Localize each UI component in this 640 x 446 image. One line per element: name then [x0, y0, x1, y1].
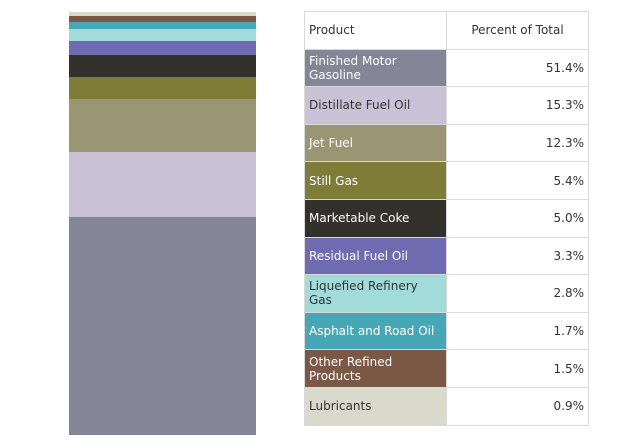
header-percent: Percent of Total — [446, 11, 589, 50]
product-cell: Still Gas — [304, 161, 447, 200]
table-row: Jet Fuel 12.3% — [304, 123, 589, 163]
table-row: Lubricants 0.9% — [304, 386, 589, 426]
percent-cell: 5.4% — [446, 161, 589, 200]
table-header-row: Product Percent of Total — [304, 11, 589, 50]
percent-cell: 2.8% — [446, 274, 589, 313]
header-product: Product — [304, 11, 447, 50]
percent-cell: 3.3% — [446, 236, 589, 276]
product-cell: Jet Fuel — [304, 123, 447, 163]
product-cell: Marketable Coke — [304, 198, 447, 238]
product-cell: Asphalt and Road Oil — [304, 311, 447, 351]
bar-segment — [69, 99, 256, 152]
product-cell: Finished Motor Gasoline — [304, 48, 447, 88]
percent-cell: 12.3% — [446, 123, 589, 163]
bar-segment — [69, 15, 256, 23]
table-row: Still Gas 5.4% — [304, 161, 589, 200]
bar-segment — [69, 12, 256, 16]
table-row: Finished Motor Gasoline 51.4% — [304, 48, 589, 88]
table-row: Marketable Coke 5.0% — [304, 198, 589, 238]
product-cell: Other Refined Products — [304, 349, 447, 388]
percent-cell: 0.9% — [446, 386, 589, 426]
product-cell: Residual Fuel Oil — [304, 236, 447, 276]
bar-segment — [69, 41, 256, 56]
product-cell: Liquefied Refinery Gas — [304, 274, 447, 313]
percent-cell: 1.7% — [446, 311, 589, 351]
bar-segment — [69, 216, 256, 435]
table-row: Residual Fuel Oil 3.3% — [304, 236, 589, 276]
product-cell: Distillate Fuel Oil — [304, 86, 447, 125]
bar-segment — [69, 22, 256, 30]
percent-cell: 1.5% — [446, 349, 589, 388]
bar-segment — [69, 76, 256, 100]
percent-cell: 51.4% — [446, 48, 589, 88]
legend-table: Product Percent of Total Finished Motor … — [304, 11, 589, 426]
bar-segment — [69, 151, 256, 217]
percent-cell: 5.0% — [446, 198, 589, 238]
bar-segment — [69, 55, 256, 77]
bar-segment — [69, 29, 256, 42]
product-cell: Lubricants — [304, 386, 447, 426]
stacked-bar — [69, 12, 256, 435]
table-row: Asphalt and Road Oil 1.7% — [304, 311, 589, 351]
percent-cell: 15.3% — [446, 86, 589, 125]
table-row: Distillate Fuel Oil 15.3% — [304, 86, 589, 125]
table-row: Other Refined Products 1.5% — [304, 349, 589, 388]
table-row: Liquefied Refinery Gas 2.8% — [304, 274, 589, 313]
